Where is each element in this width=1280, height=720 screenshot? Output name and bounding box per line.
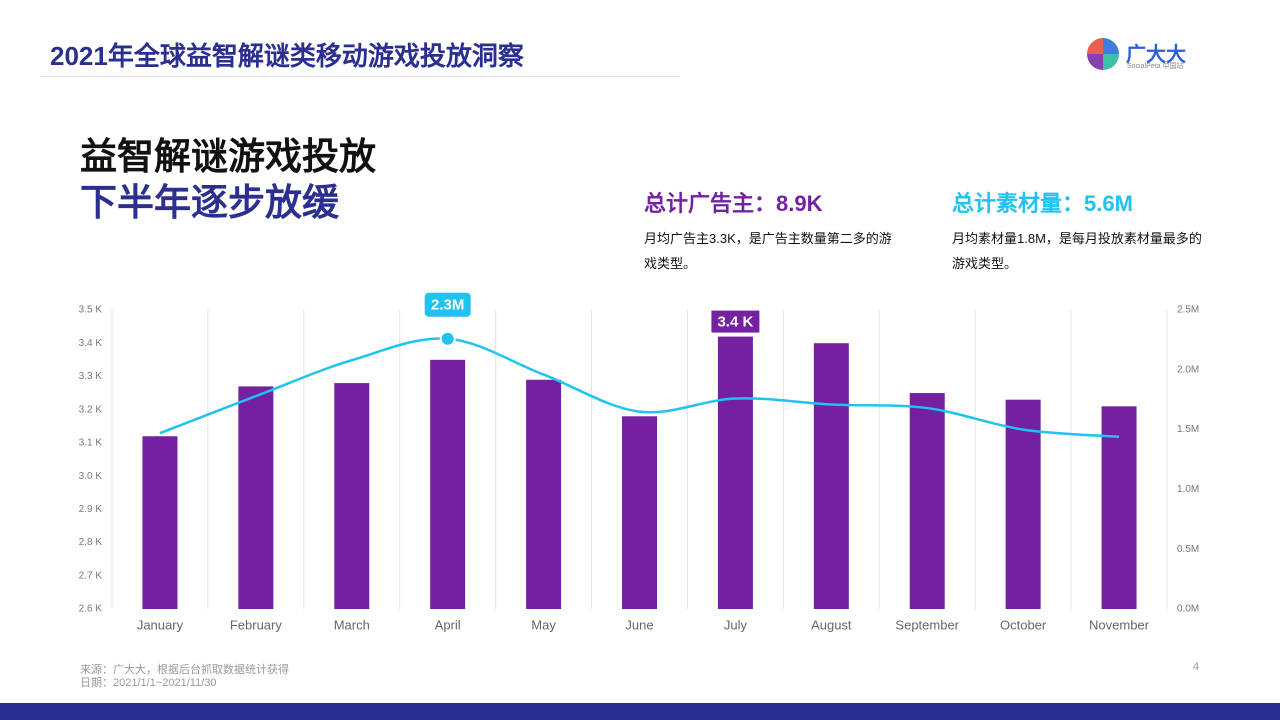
y-tick-label: 2.6 K [79, 604, 103, 615]
value-label: 3.4 K [717, 314, 753, 331]
chart: 2.6 K 2.7 K 2.8 K 2.9 K 3.0 K 3.1 K 3.2 K 3.3 K… [79, 292, 1199, 632]
logo-name: 广大大 [1126, 44, 1186, 66]
y-tick-label: 3.4 K [79, 338, 103, 349]
x-tick-label: May [531, 617, 556, 632]
header-rule [40, 76, 680, 77]
value-label-box [711, 310, 760, 333]
logo-icon [1087, 38, 1119, 70]
bar [430, 359, 466, 609]
y2-tick-label: 0.5M [1177, 544, 1199, 555]
x-tick-label: February [230, 617, 283, 632]
value-label: 2.3M [431, 297, 464, 314]
bar [334, 383, 370, 609]
footer-band [0, 703, 1280, 720]
y2-tick-label: 0.0M [1177, 604, 1199, 615]
x-tick-label: October [1000, 617, 1047, 632]
bar [813, 343, 849, 609]
headline: 益智解谜游戏投放 [80, 136, 376, 177]
stat-title: 总计素材量：5.6M [952, 191, 1133, 216]
x-tick-label: June [625, 617, 653, 632]
y-tick-label: 3.0 K [79, 471, 103, 482]
stat-title: 总计广告主：8.9K [644, 191, 823, 216]
y2-tick-label: 1.0M [1177, 484, 1199, 495]
y-tick-label: 3.1 K [79, 438, 103, 449]
y-tick-label: 3.2 K [79, 404, 103, 415]
x-tick-label: April [435, 617, 461, 632]
bar [238, 386, 274, 609]
x-tick-label: July [724, 617, 748, 632]
x-tick-label: September [895, 617, 959, 632]
y-tick-label: 3.5 K [79, 305, 103, 316]
bar [909, 393, 945, 609]
line-point [439, 330, 456, 347]
x-tick-label: March [334, 617, 370, 632]
line [159, 337, 1120, 439]
bar [622, 416, 657, 609]
x-tick-label: November [1089, 617, 1150, 632]
y2-tick-label: 2.5M [1177, 305, 1199, 316]
bar [526, 379, 562, 609]
bar [142, 436, 178, 609]
y2-tick-label: 1.5M [1177, 424, 1199, 435]
page-number: 4 [1193, 661, 1200, 673]
source: 来源：广大大，根据后台抓取数据统计获得 [80, 664, 289, 676]
date: 日期：2021/1/1~2021/11/30 [80, 677, 217, 689]
value-label-box [424, 292, 471, 317]
logo-sub: SocialPeta 中国站 [1127, 63, 1184, 70]
bar [1101, 406, 1137, 609]
headline: 下半年逐步放缓 [80, 182, 339, 223]
stat-desc: 月均素材量1.8M，是每月投放素材量最多的游戏类型。 [952, 231, 1202, 271]
y-tick-label: 2.8 K [79, 537, 103, 548]
y2-tick-label: 2.0M [1177, 364, 1199, 375]
y-tick-label: 2.9 K [79, 504, 103, 515]
y-tick-label: 3.3 K [79, 371, 103, 382]
bar [717, 336, 753, 609]
x-tick-label: January [137, 617, 184, 632]
x-tick-label: August [811, 617, 852, 632]
stat-desc: 月均广告主3.3K，是广告主数量第二多的游戏类型。 [644, 231, 892, 271]
header-title: 2021年全球益智解谜类移动游戏投放洞察 [50, 41, 524, 71]
bar [1005, 399, 1041, 609]
y-tick-label: 2.7 K [79, 570, 103, 581]
